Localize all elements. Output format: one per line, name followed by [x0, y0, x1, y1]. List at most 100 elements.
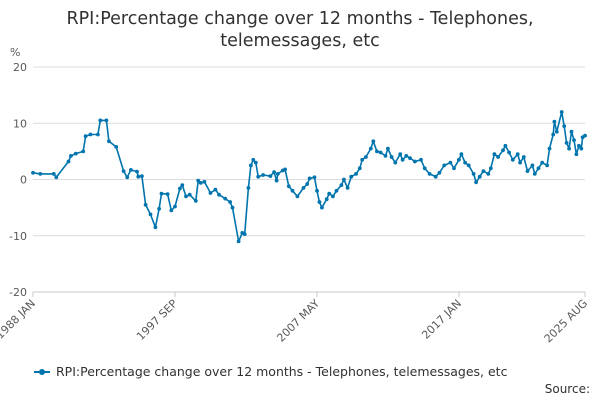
data-point[interactable]: [466, 163, 471, 168]
data-point[interactable]: [208, 191, 213, 195]
data-point[interactable]: [378, 150, 383, 155]
data-point[interactable]: [437, 170, 442, 175]
data-point[interactable]: [515, 152, 520, 157]
data-point[interactable]: [349, 174, 354, 179]
data-point[interactable]: [312, 175, 317, 180]
data-point[interactable]: [242, 232, 247, 237]
data-point[interactable]: [307, 176, 312, 181]
data-point[interactable]: [413, 159, 417, 164]
data-point[interactable]: [274, 178, 279, 183]
data-point[interactable]: [486, 172, 491, 176]
data-point[interactable]: [457, 157, 461, 162]
data-point[interactable]: [268, 174, 273, 179]
data-point[interactable]: [327, 191, 332, 196]
data-point[interactable]: [354, 172, 358, 176]
data-point[interactable]: [261, 173, 265, 177]
data-point[interactable]: [88, 132, 93, 137]
data-point[interactable]: [459, 152, 464, 157]
data-point[interactable]: [419, 157, 423, 162]
data-point[interactable]: [474, 180, 478, 185]
data-point[interactable]: [331, 194, 335, 199]
data-point[interactable]: [334, 188, 339, 193]
data-point[interactable]: [364, 155, 368, 159]
data-point[interactable]: [368, 146, 373, 151]
data-point[interactable]: [501, 148, 505, 153]
data-point[interactable]: [393, 160, 398, 165]
data-point[interactable]: [551, 132, 556, 137]
data-point[interactable]: [540, 160, 545, 165]
data-point[interactable]: [481, 169, 486, 174]
data-point[interactable]: [159, 191, 164, 196]
data-point[interactable]: [202, 179, 207, 184]
data-point[interactable]: [345, 186, 350, 190]
data-point[interactable]: [104, 118, 109, 123]
data-point[interactable]: [536, 166, 541, 171]
data-point[interactable]: [187, 192, 192, 197]
data-point[interactable]: [317, 200, 322, 204]
data-point[interactable]: [320, 205, 324, 210]
data-point[interactable]: [157, 206, 162, 211]
data-point[interactable]: [583, 133, 587, 138]
data-point[interactable]: [383, 154, 388, 158]
data-point[interactable]: [275, 172, 280, 176]
data-point[interactable]: [525, 169, 530, 174]
data-point[interactable]: [389, 155, 394, 159]
data-point[interactable]: [510, 157, 515, 162]
data-point[interactable]: [143, 202, 148, 207]
data-point[interactable]: [371, 139, 376, 144]
data-point[interactable]: [477, 174, 482, 179]
data-point[interactable]: [562, 124, 567, 128]
data-point[interactable]: [230, 205, 235, 210]
data-point[interactable]: [69, 154, 73, 158]
data-point[interactable]: [228, 200, 233, 204]
data-point[interactable]: [579, 146, 584, 151]
data-point[interactable]: [559, 110, 564, 114]
data-point[interactable]: [223, 196, 228, 201]
data-point[interactable]: [129, 168, 133, 172]
data-point[interactable]: [433, 174, 438, 179]
data-point[interactable]: [236, 239, 241, 244]
data-point[interactable]: [213, 187, 218, 192]
data-point[interactable]: [554, 129, 559, 134]
data-point[interactable]: [165, 192, 170, 197]
data-point[interactable]: [121, 169, 126, 174]
data-point[interactable]: [249, 163, 253, 168]
data-point[interactable]: [193, 199, 198, 203]
data-point[interactable]: [452, 166, 456, 171]
data-point[interactable]: [339, 183, 344, 188]
data-point[interactable]: [301, 186, 306, 190]
data-point[interactable]: [173, 204, 177, 209]
data-point[interactable]: [31, 170, 35, 175]
data-point[interactable]: [422, 166, 427, 171]
data-point[interactable]: [136, 174, 141, 179]
data-point[interactable]: [290, 188, 295, 193]
data-point[interactable]: [572, 138, 576, 143]
data-point[interactable]: [135, 169, 139, 174]
data-point[interactable]: [114, 145, 119, 149]
data-point[interactable]: [574, 152, 579, 157]
data-point[interactable]: [125, 175, 130, 180]
data-point[interactable]: [295, 194, 300, 199]
data-point[interactable]: [107, 139, 111, 144]
data-point[interactable]: [178, 186, 182, 191]
data-point[interactable]: [253, 160, 258, 165]
data-point[interactable]: [342, 177, 346, 182]
data-point[interactable]: [471, 172, 476, 176]
data-point[interactable]: [463, 160, 467, 165]
data-point[interactable]: [73, 151, 78, 156]
data-point[interactable]: [198, 181, 203, 185]
data-point[interactable]: [140, 174, 144, 179]
data-point[interactable]: [246, 186, 251, 190]
data-point[interactable]: [492, 152, 497, 157]
data-point[interactable]: [386, 146, 390, 151]
data-point[interactable]: [400, 157, 405, 162]
data-point[interactable]: [81, 149, 86, 154]
data-point[interactable]: [496, 155, 500, 159]
data-point[interactable]: [153, 225, 158, 230]
data-point[interactable]: [503, 143, 508, 148]
data-point[interactable]: [404, 154, 409, 158]
data-point[interactable]: [98, 118, 103, 123]
data-point[interactable]: [507, 150, 511, 155]
data-point[interactable]: [315, 188, 319, 193]
data-point[interactable]: [180, 183, 185, 188]
